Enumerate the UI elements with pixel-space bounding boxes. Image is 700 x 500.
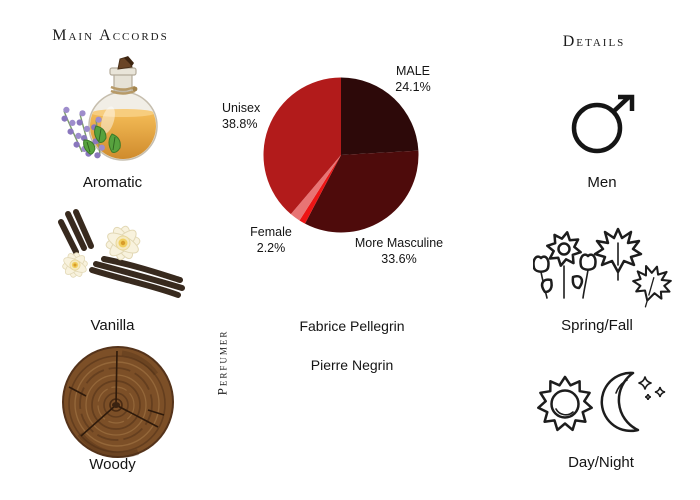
- accord-label-vanilla: Vanilla: [90, 317, 135, 334]
- pie-label-female: Female 2.2%: [250, 225, 292, 255]
- accord-label-woody: Woody: [89, 456, 136, 473]
- log-center-knot: [112, 402, 120, 408]
- perfumer-name-2: Pierre Negrin: [310, 357, 394, 373]
- gender-pie-chart: [263, 77, 419, 233]
- perfumer-heading: Perfumer: [214, 329, 230, 396]
- main-accords-heading: Main Accords: [52, 27, 169, 44]
- cork-shadow: [124, 56, 134, 66]
- aromatic-photo: [61, 56, 158, 161]
- perfumer-name-1: Fabrice Pellegrin: [299, 318, 405, 334]
- vanilla-flower-small: [62, 252, 88, 278]
- detail-label-men: Men: [587, 174, 617, 191]
- sparkle-stars: [638, 376, 666, 400]
- vanilla-pods: [58, 209, 185, 298]
- detail-label-day-night: Day/Night: [568, 454, 634, 471]
- day-night-icon: [537, 371, 666, 433]
- wood-cracks: [68, 350, 165, 437]
- flower-cluster: [533, 231, 597, 299]
- rope-knot: [132, 86, 138, 92]
- sun: [537, 375, 593, 432]
- male-symbol-icon: [571, 94, 635, 154]
- pie-label-male: MALE 24.1%: [395, 64, 431, 94]
- pie-slice-more-masculine: [304, 150, 419, 233]
- spring-fall-icon: [533, 227, 673, 314]
- pie-slice-small-2: [299, 155, 341, 224]
- pie-label-unisex: Unisex 38.8%: [222, 101, 261, 131]
- bottle-rim: [109, 67, 137, 76]
- pie-slice-female: [290, 155, 341, 221]
- glass-highlight: [101, 106, 115, 134]
- maple-leaves: [593, 227, 673, 314]
- pie-slice-unisex: [263, 77, 341, 215]
- pie-slice-male: [341, 77, 419, 155]
- crescent-moon: [600, 371, 640, 433]
- detail-label-spring-fall: Spring/Fall: [561, 317, 633, 334]
- accord-label-aromatic: Aromatic: [82, 174, 143, 191]
- vanilla-flower-large: [105, 225, 141, 261]
- pie-label-more-masculine: More Masculine 33.6%: [354, 236, 444, 266]
- woody-photo: [62, 346, 174, 458]
- mint-leaves: [83, 125, 121, 155]
- vanilla-photo: [58, 209, 185, 298]
- details-heading: Details: [562, 33, 626, 50]
